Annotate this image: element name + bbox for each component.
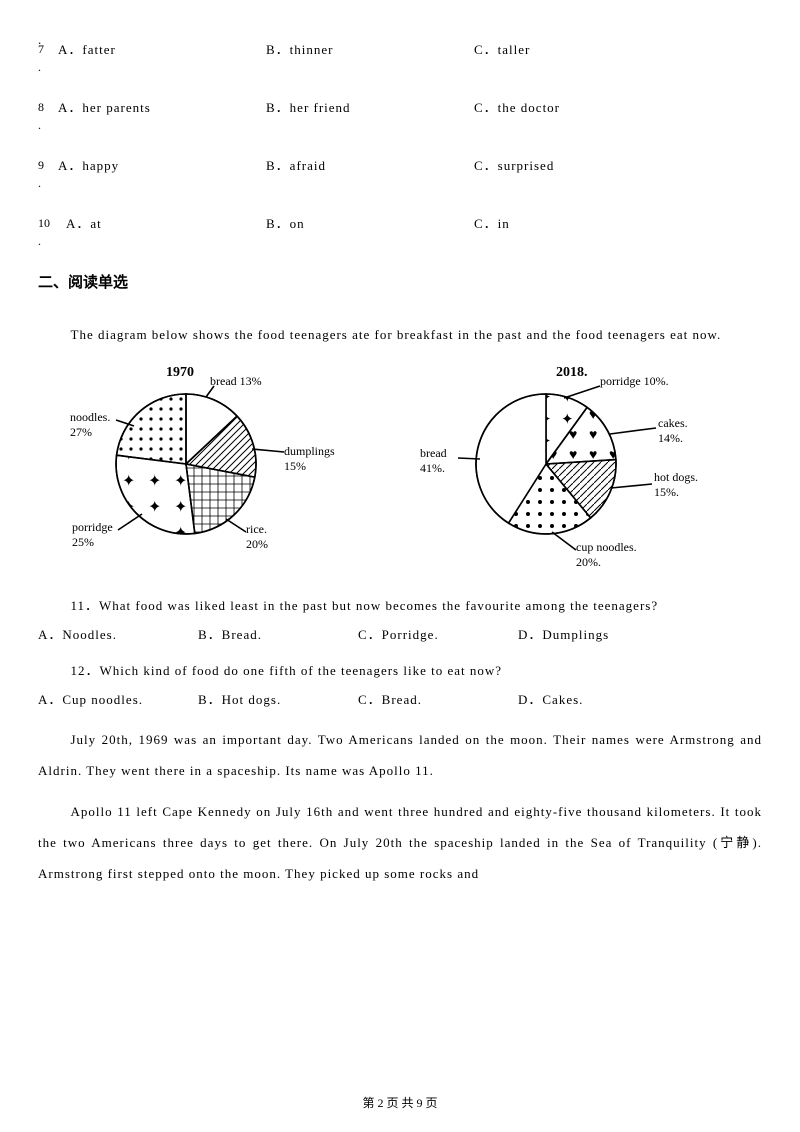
mc-row-7: 7. A．fatter B．thinner C．taller [38,40,762,76]
label-noodles: noodles.27% [70,410,110,440]
page-footer: 第 2 页 共 9 页 [0,1094,800,1112]
pie-charts-container: 1970 ✦ [66,364,762,574]
mc-row-10: 10. A．at B．on C．in [38,214,762,250]
q12-options: A．Cup noodles. B．Hot dogs. C．Bread. D．Ca… [38,690,762,710]
q-number: 9. [38,156,56,192]
q-number: 8. [38,98,56,134]
option-c: C．the doctor [474,98,682,134]
option-c: C．in [474,214,682,250]
q12-opt-c: C．Bread. [358,690,518,710]
option-a: A．fatter [58,40,266,76]
q11-opt-b: B．Bread. [198,625,358,645]
label-porridge: porridge25% [72,520,113,550]
option-a: A．happy [58,156,266,192]
q12-opt-d: D．Cakes. [518,690,678,710]
intro-paragraph: The diagram below shows the food teenage… [38,319,762,350]
q12-opt-b: B．Hot dogs. [198,690,358,710]
option-a: A．at [58,214,266,250]
passage-p2: Apollo 11 left Cape Kennedy on July 16th… [38,796,762,890]
mc-row-9: 9. A．happy B．afraid C．surprised [38,156,762,192]
q-number: 10. [38,214,56,250]
q11-opt-c: C．Porridge. [358,625,518,645]
option-b: B．on [266,214,474,250]
q12-opt-a: A．Cup noodles. [38,690,198,710]
label-cupnoodles: cup noodles.20%. [576,540,637,570]
label-porridge-2018: porridge 10%. [600,374,669,389]
label-dumplings: dumplings15% [284,444,335,474]
pie-chart-1970: 1970 ✦ [66,364,366,574]
label-rice: rice.20% [246,522,268,552]
q11-opt-d: D．Dumplings [518,625,678,645]
option-b: B．thinner [266,40,474,76]
option-c: C．taller [474,40,682,76]
mc-row-8: 8. A．her parents B．her friend C．the doct… [38,98,762,134]
label-cakes: cakes.14%. [658,416,688,446]
label-hotdogs: hot dogs.15%. [654,470,698,500]
pie-chart-2018: 2018. ♥ ✦ [426,364,726,574]
passage-p1: July 20th, 1969 was an important day. Tw… [38,724,762,786]
q11-options: A．Noodles. B．Bread. C．Porridge. D．Dumpli… [38,625,762,645]
q11-opt-a: A．Noodles. [38,625,198,645]
label-bread: bread 13% [210,374,262,389]
q-number: 7. [38,40,56,76]
q11-stem: 11．What food was liked least in the past… [38,596,762,616]
option-c: C．surprised [474,156,682,192]
continuation-marker: . [38,30,762,40]
option-b: B．her friend [266,98,474,134]
option-b: B．afraid [266,156,474,192]
option-a: A．her parents [58,98,266,134]
label-bread-2018: bread41%. [420,446,447,476]
q12-stem: 12．Which kind of food do one fifth of th… [38,661,762,681]
section-heading: 二、阅读单选 [38,272,762,295]
